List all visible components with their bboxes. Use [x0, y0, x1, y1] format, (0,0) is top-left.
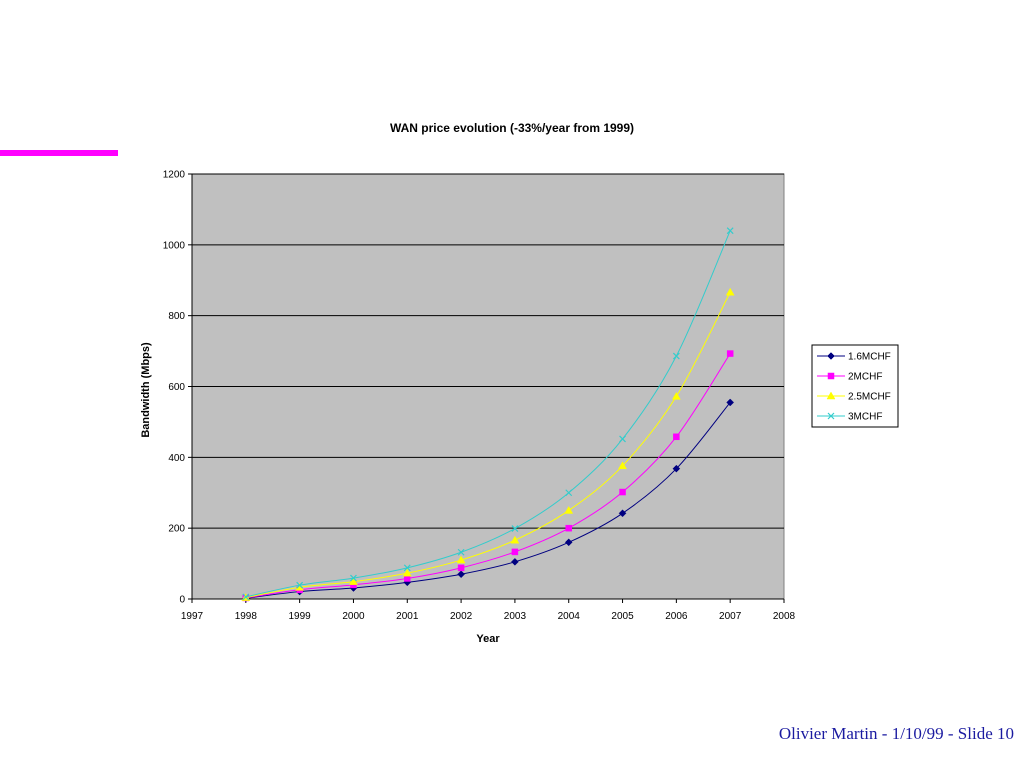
x-tick-label: 2003 — [504, 611, 527, 622]
data-point — [511, 525, 519, 532]
data-point — [403, 564, 411, 572]
legend: 1.6MCHF 2MCHF 2.5MCHF 3MCHF — [811, 344, 899, 428]
series-line — [245, 353, 731, 599]
data-point — [457, 570, 465, 579]
legend-box — [811, 344, 899, 428]
series-3mchf — [242, 227, 734, 601]
x-tick-label: 1999 — [289, 611, 312, 622]
legend-item: 1.6MCHF — [817, 352, 891, 363]
y-tick-label: 200 — [168, 524, 185, 535]
x-tick-label: 2006 — [665, 611, 688, 622]
y-tick-label: 1200 — [163, 170, 186, 181]
y-tick-label: 1000 — [163, 240, 186, 251]
y-axis-label: Bandwidth (Mbps) — [140, 342, 152, 438]
legend-label: 3MCHF — [848, 412, 882, 423]
x-axis-label: Year — [476, 633, 500, 645]
x-tick-label: 1998 — [235, 611, 258, 622]
data-point — [402, 568, 412, 577]
series-line — [245, 402, 731, 599]
accent-bar — [0, 150, 118, 156]
y-tick-label: 400 — [168, 453, 185, 464]
data-point — [350, 574, 357, 582]
data-point — [564, 505, 574, 514]
data-point — [672, 464, 681, 473]
plot-area — [191, 173, 785, 600]
series-layer — [241, 227, 735, 603]
data-point — [565, 524, 572, 532]
data-point — [510, 535, 520, 544]
data-point — [673, 433, 680, 441]
series-line — [245, 292, 731, 599]
data-point — [619, 488, 626, 496]
data-point — [725, 287, 735, 296]
legend-item: 2.5MCHF — [817, 391, 891, 403]
data-point — [672, 352, 680, 360]
legend-item: 2MCHF — [817, 372, 882, 383]
y-axis: 0 200 400 600 800 1000 1200 — [163, 170, 193, 606]
y-tick-label: 800 — [168, 311, 185, 322]
data-point — [726, 350, 734, 357]
x-axis: 1997 1998 1999 2000 2001 2002 2003 2004 2005 2006… — [181, 598, 796, 622]
x-tick-label: 2004 — [558, 611, 581, 622]
legend-marker — [827, 352, 835, 360]
x-tick-label: 2000 — [342, 611, 365, 622]
legend-label: 2.5MCHF — [848, 392, 891, 403]
data-point — [511, 548, 519, 556]
x-tick-label: 2007 — [719, 611, 742, 622]
chart-title: WAN price evolution (-33%/year from 1999… — [390, 121, 634, 135]
x-tick-label: 1997 — [181, 611, 204, 622]
data-point — [726, 398, 735, 407]
legend-label: 1.6MCHF — [848, 352, 891, 363]
data-point — [349, 577, 358, 585]
data-point — [457, 548, 465, 556]
legend-item: 3MCHF — [817, 412, 882, 423]
x-tick-label: 2001 — [396, 611, 419, 622]
y-tick-label: 600 — [168, 382, 185, 393]
legend-marker — [826, 391, 836, 400]
data-point — [618, 509, 627, 518]
data-point — [564, 538, 573, 547]
y-tick-label: 0 — [179, 595, 185, 606]
legend-marker — [827, 412, 835, 420]
data-point — [242, 593, 250, 601]
data-point — [511, 557, 519, 566]
slide-footer: Olivier Martin - 1/10/99 - Slide 10 — [778, 724, 1014, 743]
data-point — [671, 391, 681, 400]
x-tick-label: 2002 — [450, 611, 473, 622]
data-point — [457, 564, 465, 572]
x-tick-label: 2008 — [773, 611, 796, 622]
data-point — [565, 489, 573, 497]
data-point — [619, 435, 626, 443]
legend-marker — [827, 372, 835, 380]
x-tick-label: 2005 — [611, 611, 634, 622]
data-point — [618, 461, 627, 470]
data-point — [296, 581, 304, 589]
data-point — [456, 555, 466, 564]
series-2-5mchf — [241, 287, 735, 601]
data-point — [726, 227, 734, 235]
legend-label: 2MCHF — [848, 372, 882, 383]
